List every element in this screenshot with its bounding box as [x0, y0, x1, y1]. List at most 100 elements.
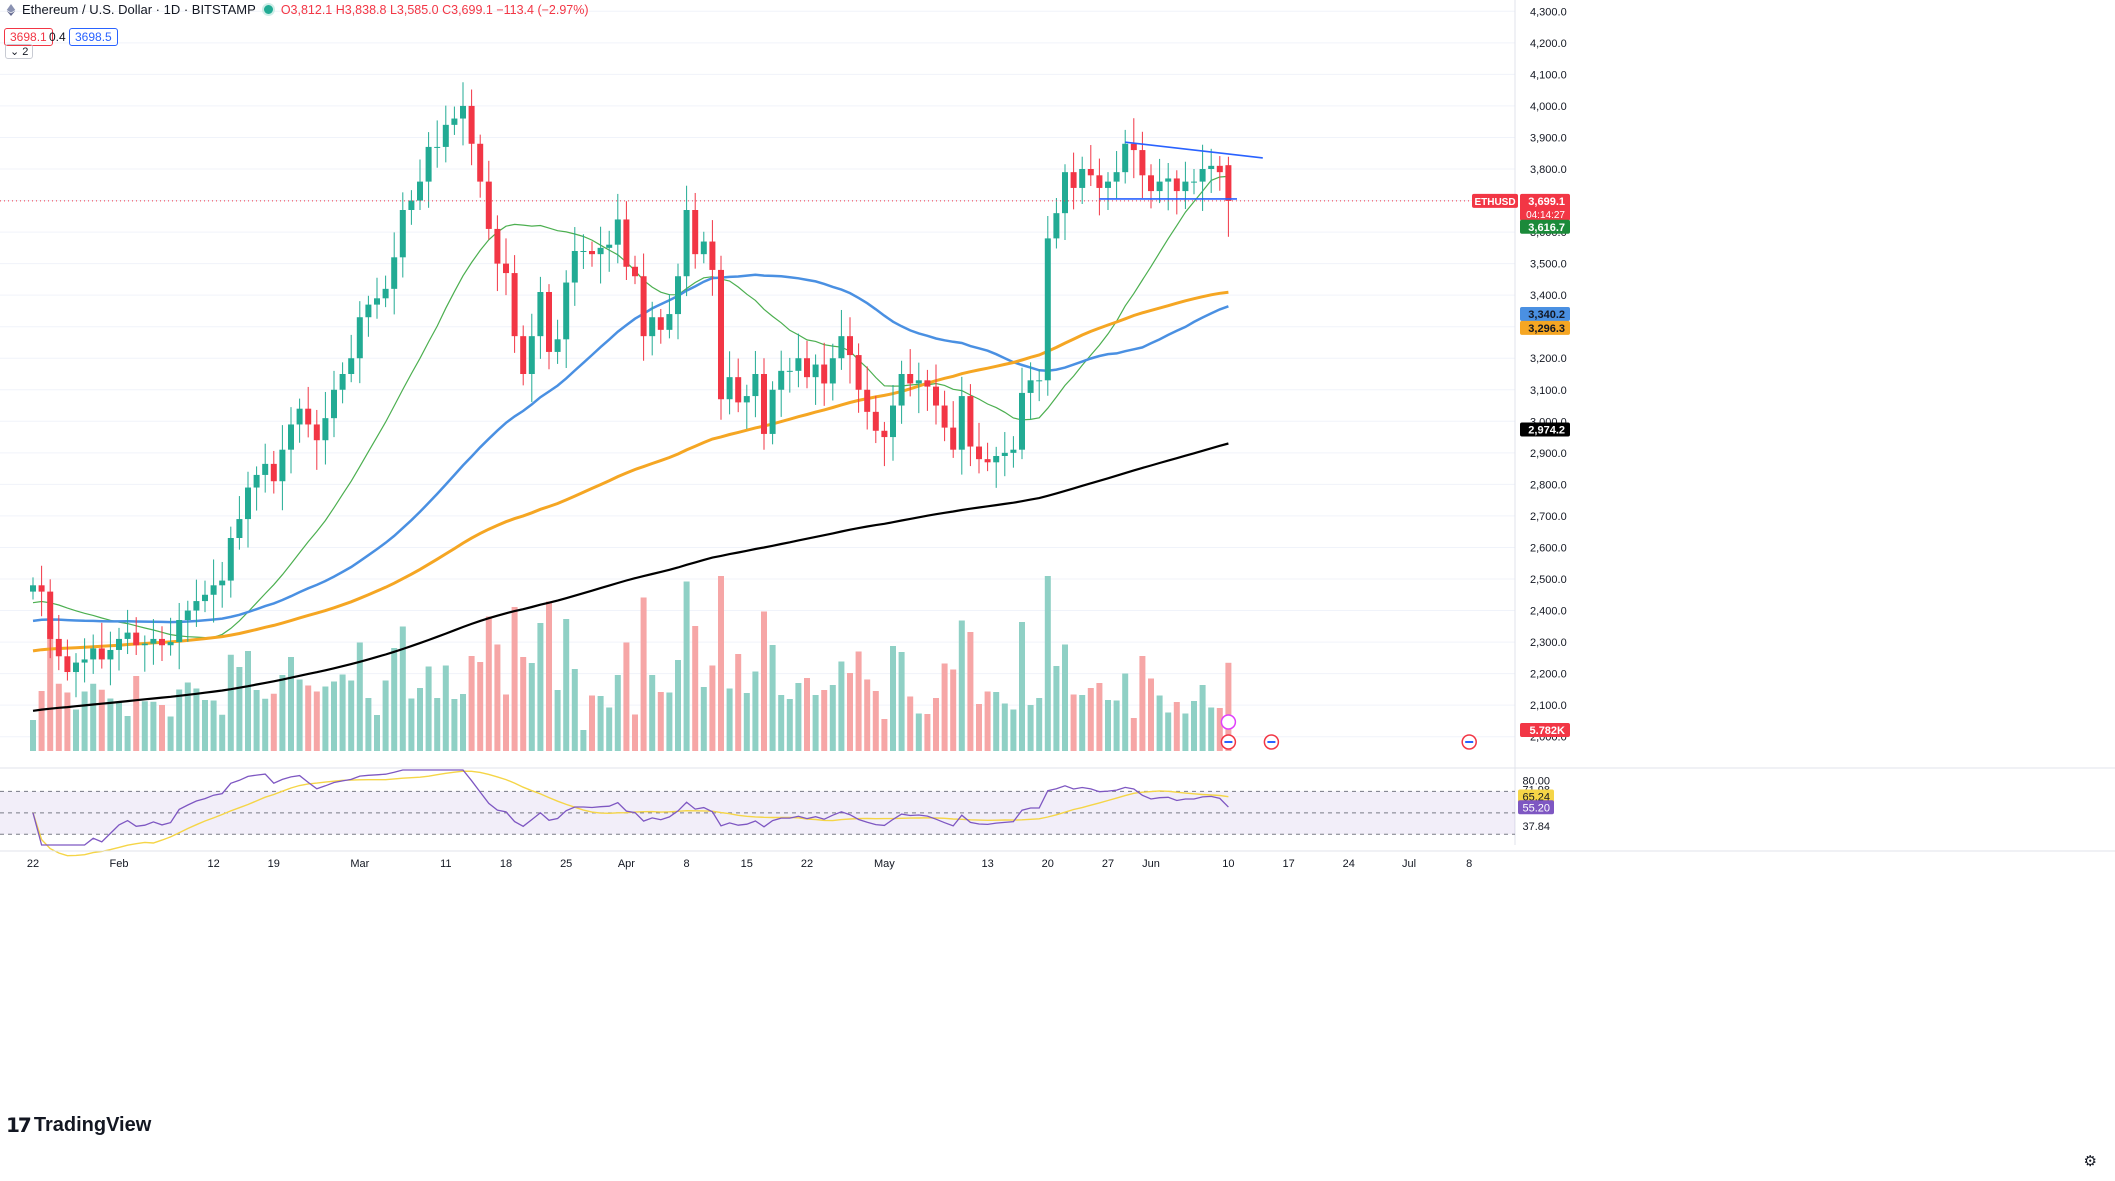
- y-tick-label: 3,200.0: [1530, 353, 1567, 365]
- candle-body: [1130, 143, 1137, 151]
- volume-value-label: 5.782K: [1520, 723, 1570, 737]
- volume-bar: [821, 690, 828, 751]
- chart-header: Ethereum / U.S. Dollar · 1D · BITSTAMP O…: [6, 2, 589, 17]
- volume-bar: [580, 730, 587, 751]
- candle-body: [55, 638, 62, 657]
- candle: [202, 580, 208, 613]
- candle: [1044, 215, 1051, 396]
- candle: [1122, 129, 1129, 184]
- volume-bar: [761, 611, 767, 751]
- ethereum-icon: [6, 3, 16, 16]
- candle-body: [1182, 181, 1189, 192]
- low-value: L3,585.0: [389, 2, 439, 17]
- candle-body: [202, 594, 208, 602]
- candle-body: [150, 638, 157, 644]
- candle-body: [950, 427, 957, 450]
- candle-body: [786, 370, 793, 372]
- open-value: O3,812.1: [280, 2, 333, 17]
- volume-bar: [769, 645, 776, 751]
- indicator-collapse-button[interactable]: ⌄ 2: [5, 44, 34, 59]
- trendlines: [0, 141, 1515, 202]
- volume-bar: [1216, 708, 1223, 751]
- buy-price-button[interactable]: 3698.5: [69, 28, 118, 46]
- candle-body: [872, 411, 879, 431]
- candle: [1010, 436, 1017, 468]
- rsi-band: [0, 791, 1515, 835]
- candle-body: [1010, 449, 1017, 453]
- candle: [1096, 158, 1103, 216]
- candle: [365, 295, 372, 337]
- candle: [554, 319, 561, 364]
- candle-body: [331, 389, 337, 419]
- candle: [950, 401, 957, 458]
- tradingview-logo[interactable]: 𝟭𝟳 TradingView: [6, 1113, 151, 1138]
- volume-bar: [829, 685, 836, 751]
- event-circle: [1220, 714, 1237, 730]
- candle-body: [1165, 178, 1172, 182]
- candle: [563, 270, 570, 369]
- gear-icon[interactable]: ⚙: [2083, 1153, 2097, 1170]
- volume-bar: [984, 691, 991, 751]
- volume-bar: [38, 691, 45, 751]
- candle: [434, 120, 441, 168]
- ma-value-label: 3,616.7: [1520, 219, 1570, 234]
- candle: [348, 334, 355, 383]
- volume-bar: [262, 698, 269, 751]
- candle-body: [1199, 169, 1206, 182]
- candle-body: [1208, 165, 1215, 169]
- volume-bar: [1053, 666, 1060, 751]
- symbol-title[interactable]: Ethereum / U.S. Dollar · 1D · BITSTAMP: [22, 2, 256, 17]
- candle-body: [829, 358, 836, 384]
- candle-body: [245, 487, 251, 520]
- candle: [649, 301, 656, 356]
- candle-body: [322, 418, 329, 441]
- ma-value-label-text: 3,616.7: [1528, 222, 1565, 234]
- x-tick-label: Apr: [618, 858, 635, 870]
- candle: [778, 350, 785, 417]
- lightning-event-icon[interactable]: [1220, 714, 1237, 730]
- candle-body: [606, 244, 613, 248]
- candle: [305, 386, 312, 438]
- volume-bar: [692, 626, 699, 751]
- volume-bar: [1199, 685, 1206, 751]
- volume-bar: [1036, 698, 1043, 751]
- candle-body: [1191, 181, 1197, 183]
- volume-bar: [408, 698, 415, 751]
- candle: [253, 466, 260, 511]
- y-tick-label: 2,500.0: [1530, 574, 1567, 586]
- volume-bar: [73, 709, 79, 751]
- x-tick-label: Jul: [1402, 858, 1416, 870]
- volume-bar: [804, 678, 810, 751]
- candle-body: [90, 648, 97, 660]
- candle: [47, 579, 54, 659]
- candle-body: [1139, 150, 1146, 176]
- candle-body: [1096, 175, 1103, 188]
- candle: [1027, 362, 1034, 420]
- candle-body: [898, 374, 905, 406]
- volume-bar: [520, 657, 527, 751]
- candle: [1001, 432, 1008, 477]
- candle-body: [675, 276, 681, 315]
- event-flag-icon[interactable]: [1461, 734, 1477, 750]
- volume-bar: [382, 680, 389, 751]
- volume-bar: [167, 716, 174, 751]
- candle-body: [365, 304, 372, 318]
- x-tick-label: Jun: [1142, 858, 1160, 870]
- market-status-icon[interactable]: [261, 3, 275, 16]
- candle-body: [468, 105, 475, 144]
- event-flag-icon[interactable]: [1220, 734, 1237, 750]
- candle-body: [1225, 165, 1232, 201]
- candle: [331, 370, 337, 438]
- candle: [1208, 148, 1215, 193]
- volume-bar: [1173, 702, 1180, 751]
- candle: [133, 617, 140, 656]
- candle: [511, 255, 518, 353]
- sell-price-button[interactable]: 3698.1: [4, 28, 53, 46]
- volume-bar: [666, 692, 673, 751]
- volume-bar: [468, 656, 475, 751]
- event-flag-icon[interactable]: [1263, 734, 1280, 750]
- candle-body: [933, 386, 939, 406]
- volume-bar: [915, 713, 922, 751]
